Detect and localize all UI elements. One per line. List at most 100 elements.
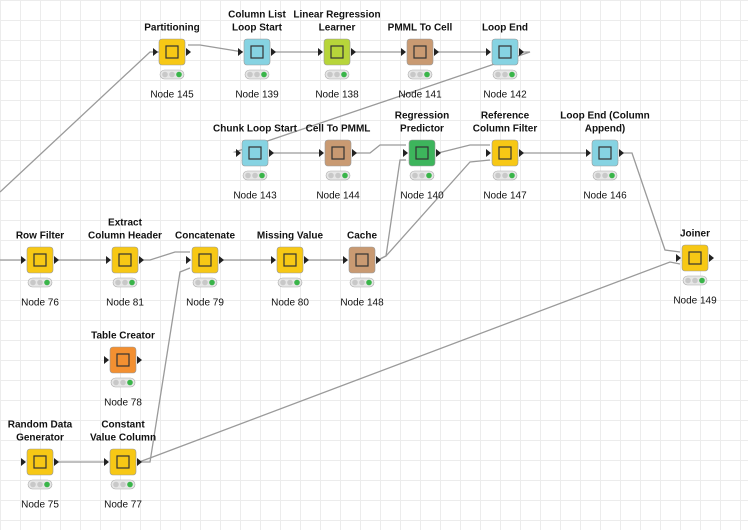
status-light bbox=[412, 172, 418, 179]
input-port bbox=[343, 256, 348, 264]
status-light bbox=[327, 71, 333, 78]
output-port bbox=[54, 458, 59, 466]
node-title: Chunk Loop Start bbox=[213, 124, 298, 135]
node-label: Node 75 bbox=[21, 500, 59, 511]
node-icon bbox=[491, 139, 519, 167]
workflow-node[interactable]: Missing Value Node 80 bbox=[257, 231, 324, 309]
status-light bbox=[122, 279, 128, 286]
workflow-node[interactable]: Row Filter Node 76 bbox=[16, 231, 64, 309]
node-label: Node 140 bbox=[400, 191, 444, 202]
output-port bbox=[434, 48, 439, 56]
status-light bbox=[410, 71, 416, 78]
status-light bbox=[44, 279, 50, 286]
workflow-node[interactable]: Extract Column Header Node 81 bbox=[88, 218, 162, 309]
connection bbox=[354, 144, 406, 154]
status-light bbox=[509, 71, 515, 78]
icon-glyph bbox=[250, 45, 264, 59]
icon-glyph bbox=[330, 45, 344, 59]
workflow-node[interactable]: Table Creator Node 78 bbox=[91, 331, 155, 409]
node-title: Loop End bbox=[482, 23, 528, 34]
node-title: Extract bbox=[108, 218, 143, 229]
node-title: Linear Regression bbox=[293, 10, 380, 21]
node-label: Node 144 bbox=[316, 191, 360, 202]
status-light bbox=[202, 279, 208, 286]
workflow-node[interactable]: Joiner Node 149 bbox=[673, 229, 717, 307]
icon-glyph bbox=[598, 146, 612, 160]
workflow-node[interactable]: Random Data Generator Node 75 bbox=[8, 420, 73, 511]
connections bbox=[0, 44, 681, 463]
status-light bbox=[424, 71, 430, 78]
node-title: Constant bbox=[101, 420, 145, 431]
workflow-node[interactable]: Cell To PMML Node 144 bbox=[306, 124, 371, 202]
node-label: Node 148 bbox=[340, 298, 384, 309]
input-port bbox=[186, 256, 191, 264]
input-port bbox=[486, 48, 491, 56]
node-title: Value Column bbox=[90, 433, 156, 444]
status-light bbox=[699, 277, 705, 284]
workflow-node[interactable]: PMML To Cell Node 141 bbox=[388, 23, 453, 101]
node-label: Node 81 bbox=[106, 298, 144, 309]
node-title: Table Creator bbox=[91, 331, 155, 342]
connection bbox=[141, 251, 190, 261]
output-port bbox=[137, 356, 142, 364]
icon-glyph bbox=[498, 45, 512, 59]
status-light bbox=[44, 481, 50, 488]
input-port bbox=[236, 149, 241, 157]
node-title: Missing Value bbox=[257, 231, 324, 242]
node-label: Node 143 bbox=[233, 191, 277, 202]
input-port bbox=[486, 149, 491, 157]
workflow-node[interactable]: Linear Regression Learner Node 138 bbox=[293, 10, 380, 101]
output-port bbox=[519, 149, 524, 157]
input-port bbox=[319, 149, 324, 157]
status-light bbox=[509, 172, 515, 179]
status-light bbox=[30, 279, 36, 286]
workflow-node[interactable]: Loop End (Column Append) Node 146 bbox=[560, 111, 649, 202]
output-port bbox=[351, 48, 356, 56]
node-label: Node 76 bbox=[21, 298, 59, 309]
workflow-node[interactable]: Regression Predictor Node 140 bbox=[395, 111, 449, 202]
node-icon bbox=[26, 448, 54, 476]
connection bbox=[138, 261, 681, 463]
icon-glyph bbox=[248, 146, 262, 160]
connection bbox=[377, 159, 491, 261]
workflow-node[interactable]: Concatenate Node 79 bbox=[175, 231, 235, 309]
status-light bbox=[245, 172, 251, 179]
node-title: Predictor bbox=[400, 124, 444, 135]
input-port bbox=[104, 458, 109, 466]
input-port bbox=[271, 256, 276, 264]
node-label: Node 80 bbox=[271, 298, 309, 309]
icon-glyph bbox=[33, 455, 47, 469]
output-port bbox=[376, 256, 381, 264]
workflow-node[interactable]: Loop End Node 142 bbox=[482, 23, 528, 101]
status-light bbox=[609, 172, 615, 179]
workflow-node[interactable]: Reference Column Filter Node 147 bbox=[473, 111, 538, 202]
icon-glyph bbox=[33, 253, 47, 267]
output-port bbox=[186, 48, 191, 56]
workflow-node[interactable]: Cache Node 148 bbox=[340, 231, 384, 309]
workflow-node[interactable]: Column List Loop Start Node 139 bbox=[228, 10, 286, 101]
status-light bbox=[294, 279, 300, 286]
workflow-node[interactable]: Constant Value Column Node 77 bbox=[90, 420, 156, 511]
connection bbox=[377, 159, 406, 261]
workflow-node[interactable]: Partitioning Node 145 bbox=[144, 23, 200, 101]
status-light bbox=[176, 71, 182, 78]
node-title: Loop Start bbox=[232, 23, 283, 34]
input-port bbox=[586, 149, 591, 157]
node-label: Node 138 bbox=[315, 90, 359, 101]
status-light bbox=[162, 71, 168, 78]
output-port bbox=[436, 149, 441, 157]
node-icon bbox=[591, 139, 619, 167]
icon-glyph bbox=[198, 253, 212, 267]
status-light bbox=[261, 71, 267, 78]
icon-glyph bbox=[165, 45, 179, 59]
output-port bbox=[352, 149, 357, 157]
output-port bbox=[519, 48, 524, 56]
output-port bbox=[304, 256, 309, 264]
node-title: Row Filter bbox=[16, 231, 64, 242]
node-title: Column Filter bbox=[473, 124, 538, 135]
connection bbox=[232, 51, 531, 154]
node-title: Reference bbox=[481, 111, 530, 122]
node-label: Node 149 bbox=[673, 296, 717, 307]
workflow-node[interactable]: Chunk Loop Start Node 143 bbox=[213, 124, 298, 202]
